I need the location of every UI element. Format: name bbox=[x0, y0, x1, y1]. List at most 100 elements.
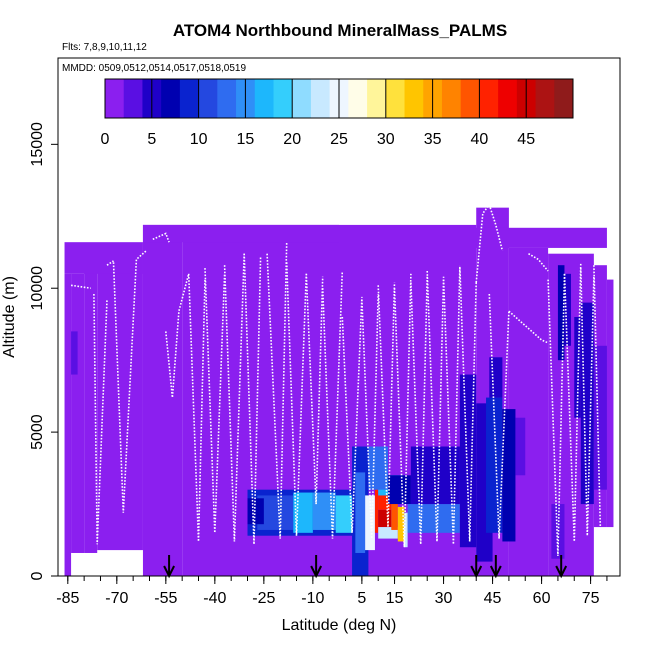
flight-track bbox=[459, 268, 477, 542]
x-tick-label: -85 bbox=[56, 590, 79, 607]
heat-cell bbox=[378, 509, 392, 528]
colorbar-swatch bbox=[161, 79, 181, 118]
flight-track bbox=[187, 273, 206, 542]
dates-label: MMDD: 0509,0512,0514,0517,0518,0519 bbox=[62, 63, 246, 74]
x-tick-label: 5 bbox=[357, 590, 366, 607]
colorbar-swatch bbox=[535, 79, 555, 118]
colorbar-swatch bbox=[367, 79, 387, 118]
heat-cell bbox=[365, 495, 375, 551]
heat-cell bbox=[502, 409, 516, 542]
heat-cell bbox=[388, 475, 411, 505]
heat-cell bbox=[407, 504, 460, 533]
colorbar-tick-label: 10 bbox=[190, 131, 208, 148]
colorbar: 0 5 10 15 20 25 30 35 40 45 bbox=[101, 78, 574, 148]
colorbar-swatch bbox=[310, 79, 331, 118]
colorbar-tick-label: 5 bbox=[147, 131, 156, 148]
colorbar-tick-label: 35 bbox=[424, 131, 442, 148]
colorbar-swatch bbox=[217, 79, 237, 118]
colorbar-tick-label: 40 bbox=[471, 131, 489, 148]
plot-frame bbox=[57, 57, 621, 577]
flight-track bbox=[285, 262, 308, 536]
heat-cell bbox=[593, 345, 607, 490]
colorbar-tick-label: 45 bbox=[517, 131, 535, 148]
colorbar-swatch bbox=[404, 79, 424, 118]
x-tick-label: 75 bbox=[582, 590, 600, 607]
curtain-column bbox=[606, 279, 614, 528]
heat-cell bbox=[489, 357, 503, 398]
x-tick-label: -25 bbox=[252, 590, 275, 607]
flight-track bbox=[70, 284, 91, 289]
flight-track bbox=[410, 276, 428, 545]
y-tick-label: 5000 bbox=[29, 414, 46, 450]
flight-track bbox=[321, 270, 344, 539]
flight-track bbox=[377, 282, 396, 528]
heat-cell bbox=[247, 498, 264, 525]
heat-cell bbox=[312, 492, 336, 530]
colorbar-swatch bbox=[198, 79, 218, 118]
heat-cell bbox=[397, 506, 405, 542]
y-tick-label: 0 bbox=[29, 571, 46, 580]
colorbar-swatch bbox=[348, 79, 368, 118]
colorbar-swatch bbox=[479, 79, 499, 118]
x-tick-label: 60 bbox=[533, 590, 551, 607]
colorbar-swatch bbox=[554, 79, 574, 118]
colorbar-swatch bbox=[292, 79, 312, 118]
colorbar-swatch bbox=[254, 79, 274, 118]
colorbar-swatch bbox=[460, 79, 480, 118]
heat-cell bbox=[355, 472, 366, 553]
heat-cell bbox=[557, 265, 565, 361]
flight-tracks bbox=[70, 203, 602, 556]
curtain-column bbox=[142, 224, 183, 576]
heat-cell bbox=[459, 374, 477, 548]
x-tick-label: -10 bbox=[301, 590, 324, 607]
heat-cell bbox=[71, 331, 78, 375]
plot-area bbox=[57, 57, 621, 579]
heat-cell bbox=[142, 224, 339, 243]
colorbar-frame bbox=[104, 78, 574, 119]
flight-track bbox=[488, 293, 510, 539]
flight-track bbox=[243, 253, 262, 545]
flight-track bbox=[426, 270, 445, 542]
flight-track bbox=[223, 253, 245, 542]
heat-cell bbox=[293, 492, 313, 533]
colorbar-tick-label: 20 bbox=[283, 131, 301, 148]
colorbar-tick-label: 0 bbox=[101, 131, 110, 148]
flight-track bbox=[593, 265, 602, 531]
flight-track bbox=[475, 203, 504, 283]
flight-track bbox=[106, 260, 114, 266]
heat-cell bbox=[486, 397, 503, 533]
curtain-column bbox=[97, 253, 143, 551]
colorbar-tick-label: 15 bbox=[237, 131, 255, 148]
heat-cell bbox=[564, 273, 571, 346]
x-axis: -85 -70 -55 -40 -25 -10 5 15 30 45 60 75 bbox=[56, 576, 608, 607]
heat-cell bbox=[580, 302, 594, 505]
heat-cell bbox=[391, 501, 398, 530]
flight-track bbox=[165, 273, 190, 398]
colorbar-swatch bbox=[385, 79, 406, 118]
heat-cell bbox=[378, 527, 398, 539]
heat-cell bbox=[64, 242, 143, 274]
curtain-column bbox=[64, 273, 72, 576]
flight-track bbox=[152, 232, 170, 243]
colorbar-swatch bbox=[179, 79, 200, 118]
curtain-column bbox=[71, 273, 85, 553]
x-tick-label: -55 bbox=[154, 590, 177, 607]
flight-track bbox=[93, 293, 108, 545]
colorbar-tick-label: 25 bbox=[330, 131, 348, 148]
colorbar-swatch bbox=[123, 79, 143, 118]
y-axis-label: Altitude (m) bbox=[1, 276, 18, 358]
y-tick-label: 15000 bbox=[29, 122, 46, 167]
flight-track bbox=[528, 253, 549, 272]
heat-cell bbox=[574, 317, 581, 418]
colorbar-swatch bbox=[105, 79, 125, 118]
y-axis: 0 5000 10000 15000 bbox=[29, 122, 58, 580]
heat-cell bbox=[515, 417, 526, 476]
heat-cell bbox=[335, 495, 353, 533]
flight-track bbox=[547, 273, 566, 556]
flight-track bbox=[266, 242, 288, 539]
x-tick-label: 15 bbox=[386, 590, 404, 607]
colorbar-swatch bbox=[441, 79, 462, 118]
flight-track bbox=[112, 250, 147, 513]
heat-cell bbox=[339, 227, 607, 248]
